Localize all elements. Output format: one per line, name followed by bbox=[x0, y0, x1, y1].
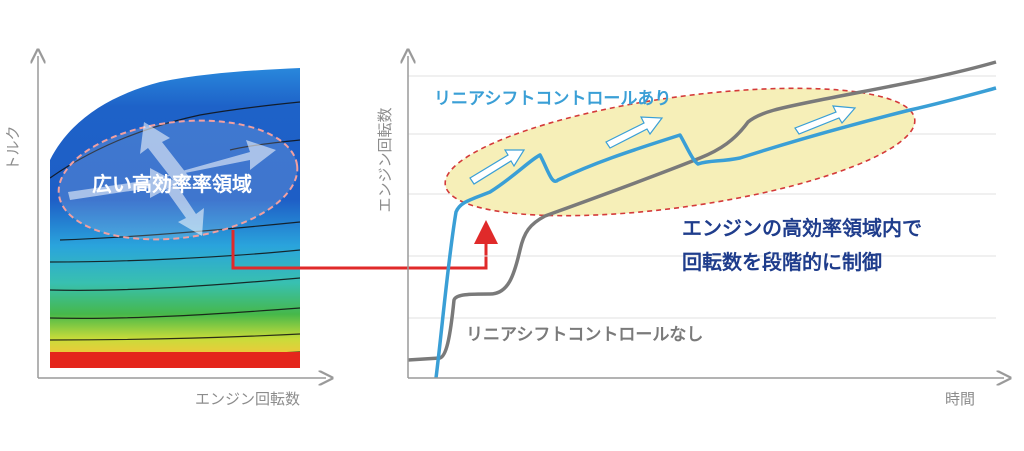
progress-arrows bbox=[469, 105, 857, 185]
left-x-axis-label: エンジン回転数 bbox=[195, 390, 300, 408]
high-efficiency-band bbox=[444, 87, 916, 217]
annotation-line-1: エンジンの高効率領域内で bbox=[682, 216, 922, 240]
left-y-axis-label: トルク bbox=[4, 125, 22, 170]
right-y-axis-label: エンジン回転数 bbox=[376, 107, 394, 212]
with-control-label: リニアシフトコントロールあり bbox=[434, 89, 672, 109]
region-label: 広い高効率率領域 bbox=[92, 172, 252, 196]
annotation-line-2: 回転数を段階的に制御 bbox=[682, 250, 882, 274]
right-x-axis-label: 時間 bbox=[945, 390, 975, 408]
region-arrows bbox=[68, 122, 276, 236]
curve-without-control bbox=[407, 60, 997, 362]
efficiency-map bbox=[50, 68, 300, 368]
without-control-label: リニアシフトコントロールなし bbox=[466, 325, 704, 345]
connector-arrow bbox=[231, 220, 498, 270]
curve-with-control bbox=[434, 86, 997, 379]
left-chart: エンジン回転数 トルク bbox=[4, 56, 326, 408]
right-chart: 時間 エンジン回転数 bbox=[376, 56, 1004, 408]
